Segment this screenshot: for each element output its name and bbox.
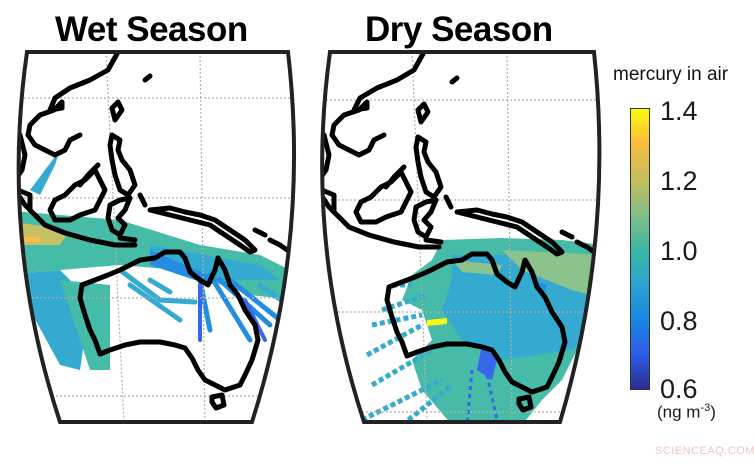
colorbar-tick-1-2: 1.2 [660, 166, 698, 196]
graticule-dry [322, 52, 600, 422]
colorbar-tick-1-4: 1.4 [660, 96, 698, 126]
map-frame-wet [16, 50, 296, 424]
colorbar [630, 108, 650, 390]
graticule-wet [18, 52, 295, 422]
wet-season-title: Wet Season [55, 10, 248, 49]
colorbar-unit: (ng m-3) [657, 402, 716, 422]
colorbar-tick-0-6: 0.6 [660, 374, 698, 404]
mercury-data-dry [360, 238, 600, 422]
dry-season-map [320, 50, 602, 424]
map-frame-dry [320, 50, 602, 424]
colorbar-title: mercury in air [613, 64, 729, 85]
coastlines-dry [322, 52, 600, 413]
colorbar-tick-0-8: 0.8 [660, 306, 698, 336]
watermark: SCIENCEAQ.COM [655, 445, 754, 457]
colorbar-tick-1-0: 1.0 [660, 236, 698, 266]
wet-season-map [16, 50, 296, 424]
dry-season-title: Dry Season [365, 10, 553, 49]
